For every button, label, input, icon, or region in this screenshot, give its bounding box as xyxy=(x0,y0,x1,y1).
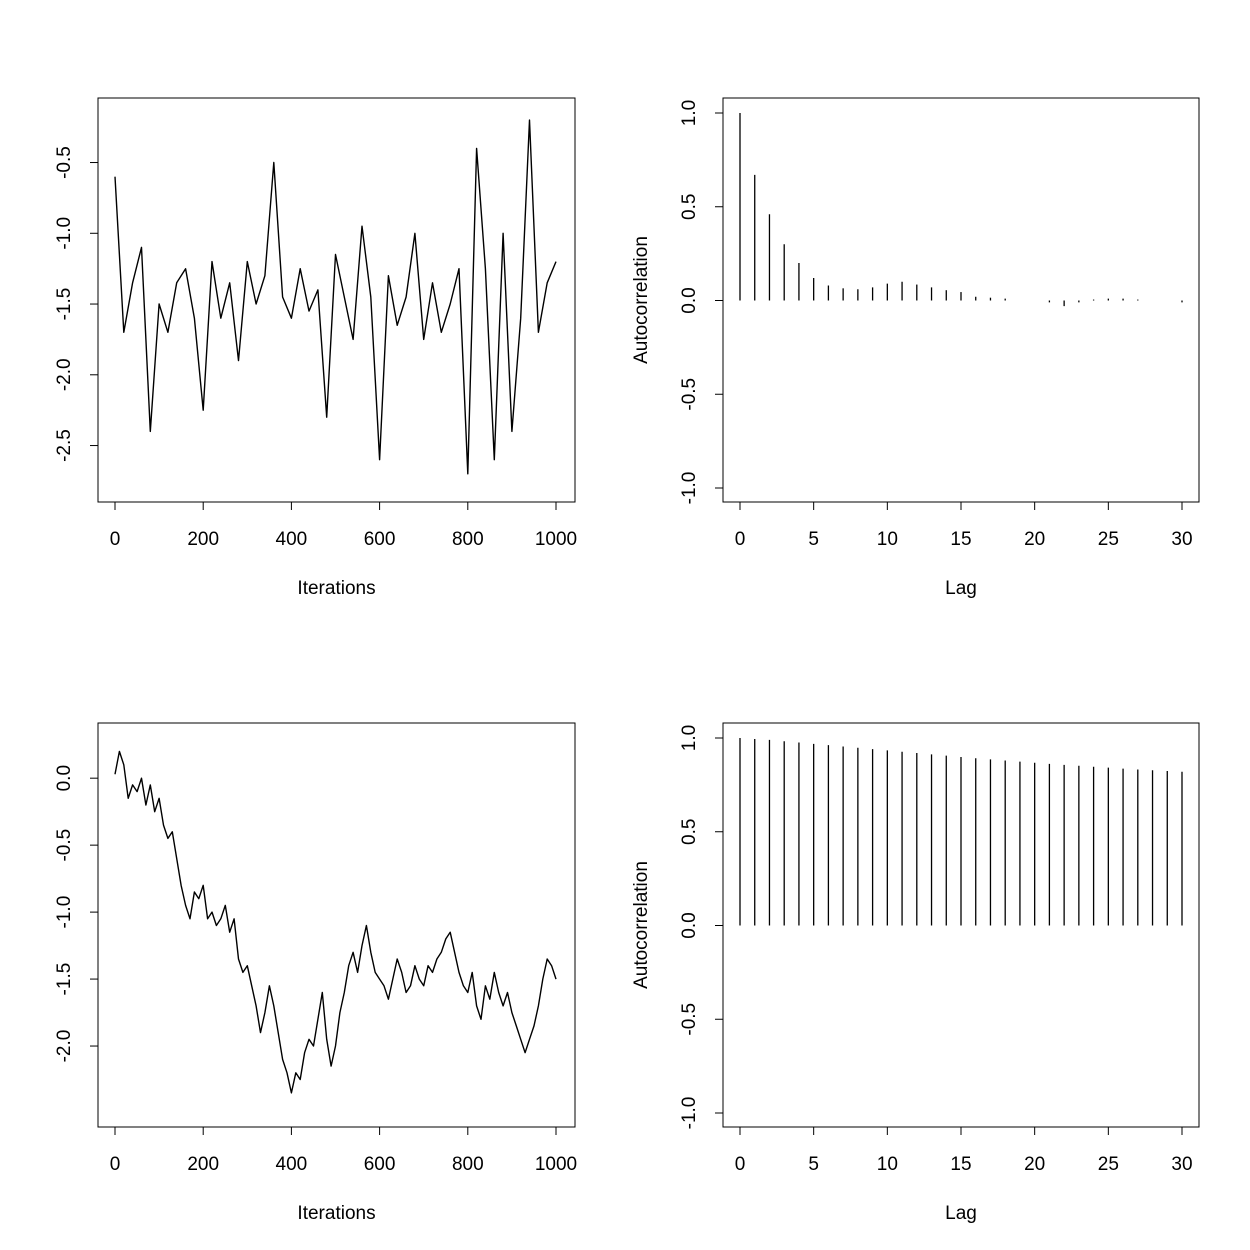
chart-4-x-tick-label: 25 xyxy=(1098,1154,1119,1175)
chart-2-x-label: Lag xyxy=(945,578,977,599)
chart-2-y-tick-label: -0.5 xyxy=(679,378,700,411)
chart-3-x-label: Iterations xyxy=(297,1203,375,1224)
chart-3-x-tick-label: 400 xyxy=(276,1154,308,1175)
chart-2-x-tick-label: 5 xyxy=(808,529,819,550)
chart-4-y-tick-label: -1.0 xyxy=(679,1097,700,1130)
chart-1-y-tick-label: -2.5 xyxy=(54,429,75,462)
chart-4-y-tick-label: 0.5 xyxy=(679,819,700,845)
chart-4-y-tick-label: -0.5 xyxy=(679,1003,700,1036)
chart-2-x-tick-label: 10 xyxy=(877,529,898,550)
chart-1-y-tick-label: -1.0 xyxy=(54,217,75,250)
chart-3-frame xyxy=(97,722,576,1128)
chart-3-x-tick-label: 0 xyxy=(110,1154,121,1175)
chart-1-x-tick-label: 1000 xyxy=(535,529,577,550)
chart-4-y-tick-label: 0.0 xyxy=(679,912,700,938)
chart-1-x-tick-label: 200 xyxy=(187,529,219,550)
chart-4-x-label: Lag xyxy=(945,1203,977,1224)
chart-4-x-tick-label: 30 xyxy=(1171,1154,1192,1175)
chart-4-x-tick-label: 0 xyxy=(735,1154,746,1175)
chart-3-y-tick-label: 0.0 xyxy=(54,765,75,791)
chart-2-y-label: Autocorrelation xyxy=(631,236,652,364)
chart-2-x-tick-label: 0 xyxy=(735,529,746,550)
chart-3-x-tick-label: 600 xyxy=(364,1154,396,1175)
chart-3-y-tick-label: -1.0 xyxy=(54,896,75,929)
chart-2-x-tick-label: 20 xyxy=(1024,529,1045,550)
chart-3-y-tick-label: -1.5 xyxy=(54,963,75,996)
chart-1-y-tick-label: -2.0 xyxy=(54,358,75,391)
chart-3-y-tick-label: -0.5 xyxy=(54,829,75,862)
chart-4-x-tick-label: 20 xyxy=(1024,1154,1045,1175)
chart-2-x-tick-label: 30 xyxy=(1171,529,1192,550)
chart-1-x-tick-label: 0 xyxy=(110,529,121,550)
chart-3-x-tick-label: 800 xyxy=(452,1154,484,1175)
chart-4-x-tick-label: 10 xyxy=(877,1154,898,1175)
chart-1-y-tick-label: -1.5 xyxy=(54,288,75,321)
chart-1-series-line xyxy=(114,119,557,475)
chart-3-series-line xyxy=(114,750,557,1094)
chart-4-y-tick-label: 1.0 xyxy=(679,725,700,751)
chart-1-x-label: Iterations xyxy=(297,578,375,599)
chart-3-y-tick-label: -2.0 xyxy=(54,1030,75,1063)
chart-3-x-tick-label: 200 xyxy=(187,1154,219,1175)
chart-1-x-tick-label: 400 xyxy=(276,529,308,550)
chart-2-y-tick-label: 0.0 xyxy=(679,287,700,313)
chart-2-y-tick-label: 0.5 xyxy=(679,194,700,220)
chart-4-x-tick-label: 15 xyxy=(950,1154,971,1175)
chart-1-x-tick-label: 600 xyxy=(364,529,396,550)
chart-2-y-tick-label: 1.0 xyxy=(679,100,700,126)
chart-2-x-tick-label: 15 xyxy=(950,529,971,550)
chart-3-x-tick-label: 1000 xyxy=(535,1154,577,1175)
chart-2-y-tick-label: -1.0 xyxy=(679,472,700,505)
chart-2-x-tick-label: 25 xyxy=(1098,529,1119,550)
chart-4-y-label: Autocorrelation xyxy=(631,861,652,989)
chart-1-y-tick-label: -0.5 xyxy=(54,146,75,179)
chart-1-x-tick-label: 800 xyxy=(452,529,484,550)
chart-1-frame xyxy=(97,97,576,503)
chart-4-x-tick-label: 5 xyxy=(808,1154,819,1175)
